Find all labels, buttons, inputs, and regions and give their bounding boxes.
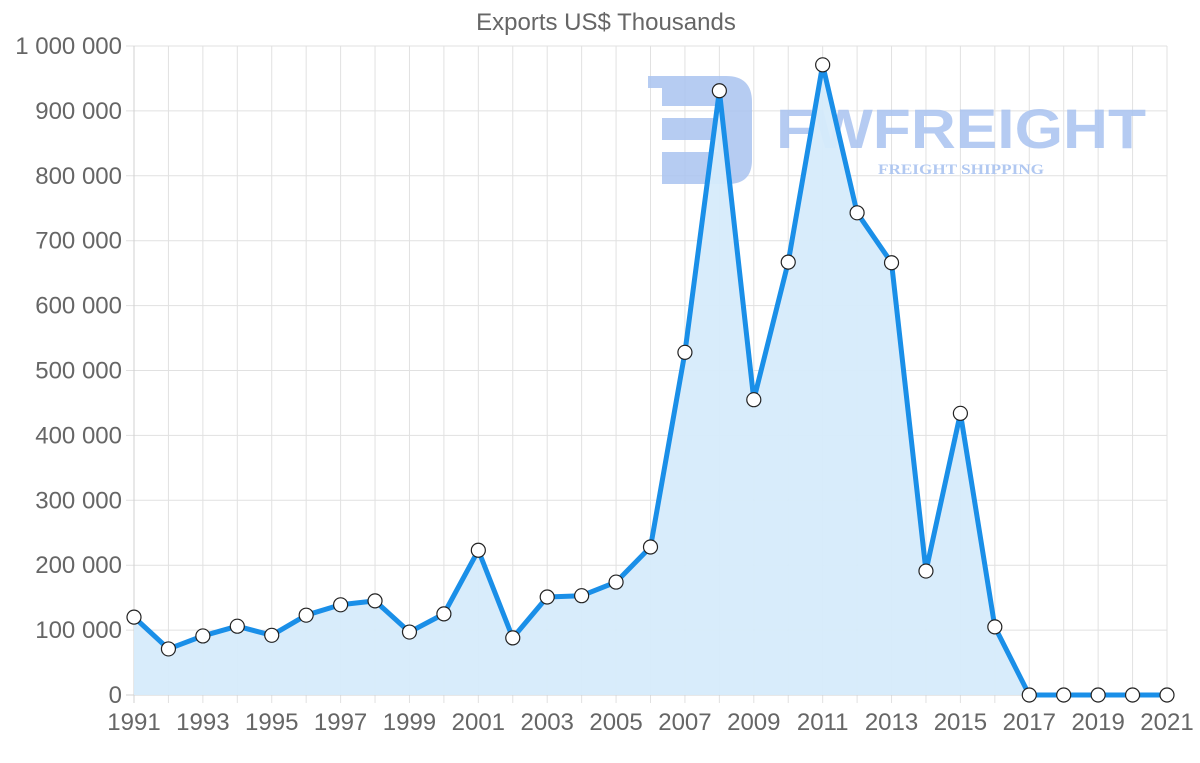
y-tick-label: 200 000	[35, 552, 122, 579]
grid	[126, 45, 1168, 703]
data-point[interactable]: 2016: 105000	[987, 619, 1003, 635]
data-point[interactable]: 1993: 91000	[195, 628, 211, 644]
x-tick-label: 2011	[797, 709, 849, 736]
y-tick-label: 600 000	[35, 293, 122, 320]
chart-title: Exports US$ Thousands	[476, 9, 736, 36]
data-point[interactable]: 2012: 743000	[849, 205, 865, 221]
data-point[interactable]: 1997: 139000	[333, 597, 349, 613]
data-point[interactable]: 2002: 88000	[505, 630, 521, 646]
area-fill	[134, 64, 1167, 696]
y-axis-labels: 0 100 000 200 000 300 000 400 000 500 000 600 …	[15, 33, 122, 709]
x-tick-label: 2017	[1003, 709, 1056, 736]
data-point[interactable]: 1996: 123000	[298, 607, 314, 623]
x-tick-label: 2007	[658, 709, 711, 736]
data-point[interactable]: 2017: 0	[1021, 687, 1037, 703]
x-tick-label: 2021	[1140, 709, 1193, 736]
data-point[interactable]: 2003: 151000	[539, 589, 555, 605]
x-tick-label: 1995	[245, 709, 298, 736]
fwfreight-logo-icon	[648, 76, 752, 184]
x-tick-label: 1997	[314, 709, 367, 736]
y-tick-label: 0	[109, 682, 122, 709]
data-point[interactable]: 1992: 71000	[160, 641, 177, 657]
data-point[interactable]: 2010: 667000	[780, 254, 796, 270]
data-points: 1991: 120000 1992: 71000 1993: 91000 1994: …	[126, 57, 1175, 703]
data-point[interactable]: 2006: 228000	[642, 539, 659, 555]
data-point[interactable]: 2001: 223000	[470, 542, 486, 558]
x-tick-label: 2005	[589, 709, 642, 736]
y-tick-label: 300 000	[35, 487, 122, 514]
data-point[interactable]: 2008: 931000	[711, 83, 727, 99]
x-tick-label: 2015	[934, 709, 987, 736]
data-point[interactable]: 1991: 120000	[126, 609, 142, 625]
series-area	[134, 64, 1167, 696]
data-point[interactable]: 2020: 0	[1124, 687, 1141, 703]
data-point[interactable]: 2011: 971000	[815, 57, 831, 73]
data-point[interactable]: 2005: 174000	[608, 574, 624, 590]
data-point[interactable]: 2018: 0	[1056, 687, 1072, 703]
data-point[interactable]: 1999: 97000	[401, 624, 418, 640]
x-tick-label: 2003	[521, 709, 574, 736]
x-tick-label: 2009	[727, 709, 780, 736]
y-tick-label: 500 000	[35, 358, 122, 385]
y-tick-label: 400 000	[35, 422, 122, 449]
data-point[interactable]: 2014: 191000	[918, 563, 934, 579]
data-point[interactable]: 2009: 455000	[746, 392, 762, 408]
y-tick-label: 800 000	[35, 163, 122, 190]
data-point[interactable]: 1998: 145000	[367, 593, 383, 609]
x-tick-label: 2013	[865, 709, 918, 736]
data-point[interactable]: 1994: 106000	[229, 618, 245, 634]
data-point[interactable]: 2021: 0	[1159, 687, 1175, 703]
x-tick-label: 1993	[176, 709, 229, 736]
x-axis-labels: 1991 1993 1995 1997 1999 2001 2003 2005 2007 2009…	[107, 709, 1193, 736]
x-tick-label: 1999	[383, 709, 436, 736]
watermark-tagline: FREIGHT SHIPPING	[878, 162, 1044, 178]
data-point[interactable]: 2004: 153000	[574, 588, 590, 604]
data-point[interactable]: 1995: 92000	[264, 627, 280, 643]
y-tick-label: 1 000 000	[15, 33, 122, 60]
data-point[interactable]: 2013: 666000	[883, 255, 900, 271]
data-point[interactable]: 2019: 0	[1090, 687, 1106, 703]
x-tick-label: 1991	[107, 709, 160, 736]
x-tick-label: 2001	[452, 709, 505, 736]
y-tick-label: 700 000	[35, 228, 122, 255]
data-point[interactable]: 2007: 528000	[677, 344, 693, 360]
y-tick-label: 900 000	[35, 98, 122, 125]
data-point[interactable]: 2015: 434000	[952, 405, 969, 421]
y-tick-label: 100 000	[35, 617, 122, 644]
x-tick-label: 2019	[1071, 709, 1124, 736]
